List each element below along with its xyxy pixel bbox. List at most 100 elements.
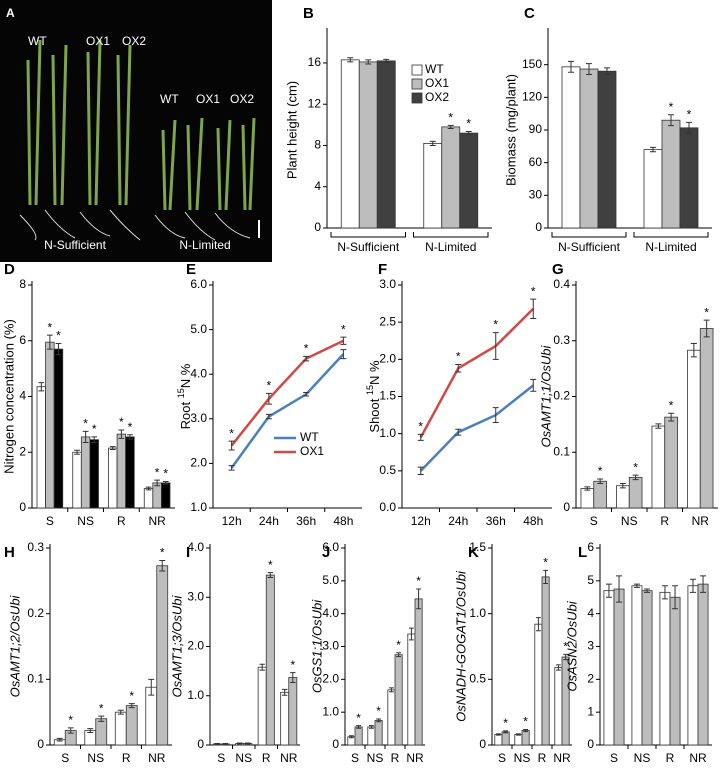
bar [613,588,625,746]
y-tick-label: 0 [535,220,542,234]
y-tick-label: 5.0 [190,322,207,336]
genotype-label: WT [160,92,179,106]
y-tick-label: 4 [314,179,321,193]
x-tick-label: N-Sufficient [558,240,620,254]
error-bar [340,349,347,360]
x-tick-label: NS [367,751,384,765]
bar [394,654,403,746]
chart-panel: C 0 30 60 90 120 150 Biomass (mg/plant) N-Suffic… [503,5,712,254]
x-tick-label: R [538,751,547,765]
bar [554,667,563,746]
x-tick-label: 24h [259,514,279,528]
chart-panel: E 1.0 2.0 3.0 4.0 5.0 6.0 Root 15N % 12h 24h 36h 48… [176,261,362,528]
significance-mark: * [99,701,104,715]
bar [125,705,138,746]
bar [423,143,443,229]
y-tick-label: 6 [19,333,26,347]
significance-mark: * [563,640,568,654]
error-bar [237,742,243,745]
plants [26,39,256,211]
error-bar [703,319,710,338]
error-bar [148,678,155,696]
error-bar [118,429,125,439]
y-tick-label: 0 [37,737,44,751]
x-tick-label: 24h [448,514,468,528]
y-axis-label: Nitrogen concentration (%) [1,319,16,474]
bar [114,711,127,746]
y-tick-label: 2.5 [379,314,396,328]
error-bar [543,569,548,584]
y-tick-label: 3.0 [379,277,396,291]
x-tick-label: N-Sufficient [337,240,399,254]
bar [534,623,543,746]
x-tick-label: NR [406,751,424,765]
x-tick-label: R [262,751,271,765]
bar [288,677,298,746]
error-bar [689,578,696,593]
x-tick-label: S [590,514,598,528]
error-bar [222,743,228,746]
category-bracket [330,232,406,238]
bar [387,689,396,746]
x-tick-label: R [666,751,675,765]
x-tick-label: 48h [333,514,353,528]
x-tick-label: S [610,751,618,765]
legend-label: WT [425,62,444,76]
y-tick-label: 3.0 [322,639,339,653]
x-tick-label: 48h [523,514,543,528]
bar [697,583,709,746]
error-bar [650,146,656,153]
significance-mark: * [598,464,603,478]
error-bar [690,343,697,358]
y-axis-label: OsGS1;1/OsUbi [309,599,324,693]
error-bar [429,140,436,146]
significance-mark: * [268,558,273,572]
y-tick-label: 16 [308,55,322,69]
panel-label: A [6,6,15,20]
bar [36,386,46,509]
significance-mark: * [267,379,272,393]
significance-mark: * [163,467,168,481]
error-bar [417,466,424,476]
error-bar [496,733,501,736]
bar [616,485,630,509]
error-bar [416,588,421,610]
legend-label: WT [300,430,319,444]
y-tick-label: 60 [529,155,543,169]
significance-mark: * [704,305,709,319]
error-bar [536,617,541,632]
y-tick-label: 6.0 [190,277,207,291]
x-tick-label: NS [235,751,252,765]
bar [699,328,714,509]
y-tick-label: 0 [587,737,594,751]
bar [541,576,550,746]
chart-panel: I 0 1.0 2.0 3.0 4.0 OsAMT1;3/OsUbi S NS R NR * * [169,540,300,765]
error-bar [644,588,651,593]
y-axis-label: Plant height (cm) [284,81,299,179]
significance-mark: * [155,465,160,479]
x-tick-label: R [660,514,669,528]
error-bar [563,653,568,661]
category-bracket [633,232,709,238]
error-bar [127,434,133,440]
significance-mark: * [68,713,73,727]
bar [494,734,503,746]
bar [45,341,55,509]
panel-label: C [524,5,535,22]
significance-mark: * [290,658,295,672]
error-bar [109,446,116,450]
y-tick-label: 5.0 [322,573,339,587]
error-bar [396,652,401,658]
bar [603,590,615,746]
x-tick-label: NR [280,751,298,765]
bar [679,127,699,229]
significance-mark: * [48,320,53,334]
error-bar [303,355,310,362]
bar [643,149,663,229]
error-bar [349,735,354,739]
x-tick-label: R [122,751,131,765]
legend-label: OX2 [425,90,449,104]
x-tick-label: R [391,751,400,765]
error-bar [162,481,169,485]
